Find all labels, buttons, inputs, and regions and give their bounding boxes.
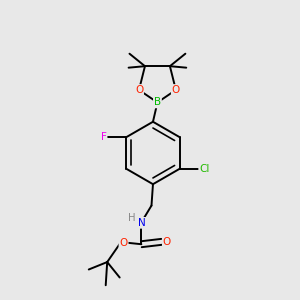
Text: O: O (135, 85, 143, 95)
Text: Cl: Cl (199, 164, 210, 174)
Text: O: O (163, 237, 171, 247)
Text: H: H (128, 213, 135, 224)
Text: F: F (101, 132, 106, 142)
Text: N: N (137, 218, 145, 228)
Text: O: O (172, 85, 180, 95)
Text: B: B (154, 98, 161, 107)
Text: O: O (119, 238, 128, 248)
